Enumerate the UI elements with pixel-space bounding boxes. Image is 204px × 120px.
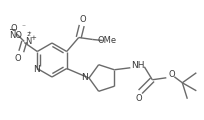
Text: N: N — [25, 37, 32, 46]
Text: N: N — [33, 65, 40, 74]
Text: O: O — [79, 15, 86, 24]
Text: O: O — [11, 24, 18, 33]
Text: NO: NO — [9, 31, 22, 40]
Text: +: + — [30, 35, 36, 41]
Text: 2: 2 — [26, 32, 30, 37]
Text: ⁺: ⁺ — [27, 33, 31, 39]
Text: O: O — [135, 94, 142, 103]
Text: OMe: OMe — [97, 36, 116, 45]
Text: −: − — [8, 24, 15, 33]
Text: NH: NH — [132, 61, 145, 70]
Text: N: N — [81, 73, 87, 83]
Text: O: O — [15, 54, 22, 63]
Text: ⁻: ⁻ — [21, 22, 25, 31]
Text: O: O — [168, 70, 175, 79]
